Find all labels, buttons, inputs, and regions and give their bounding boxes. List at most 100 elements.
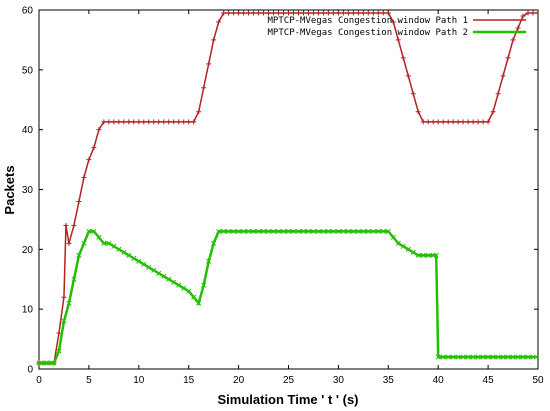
data-point-marker: [480, 354, 486, 360]
data-point-marker: [211, 240, 217, 246]
data-point-marker: [350, 10, 356, 16]
data-point-marker: [355, 10, 361, 16]
data-point-marker: [375, 10, 381, 16]
data-point-marker: [111, 119, 117, 125]
data-point-marker: [505, 354, 511, 360]
axis-ticks: 0 5 10 15 20 25 30 35 40 45 50 0 10 20 30 40 50 60: [22, 6, 544, 387]
plot-frame: [38, 9, 539, 370]
series-line-path-1: [39, 12, 538, 364]
data-point-marker: [216, 228, 222, 234]
x-tick-label: 10: [133, 375, 145, 386]
data-point-marker: [345, 10, 351, 16]
x-tick-label: 15: [183, 375, 195, 386]
y-tick-label: 50: [22, 65, 34, 76]
data-point-marker: [380, 228, 386, 234]
data-point-marker: [475, 119, 481, 125]
data-point-marker: [495, 354, 501, 360]
data-point-marker: [405, 246, 411, 252]
data-point-marker: [445, 354, 451, 360]
data-point-marker: [241, 10, 247, 16]
data-point-marker: [455, 119, 461, 125]
data-point-marker: [525, 10, 531, 16]
data-point-marker: [265, 228, 272, 234]
data-point-marker: [475, 354, 481, 360]
legend-label-path-1: MPTCP-MVegas Congestion window Path 1: [268, 16, 468, 26]
data-point-marker: [510, 354, 516, 360]
data-point-marker: [465, 119, 471, 125]
x-tick-label: 25: [283, 375, 295, 386]
data-point-marker: [335, 228, 341, 234]
data-point-marker: [450, 354, 456, 360]
data-point-marker: [460, 119, 466, 125]
data-point-marker: [410, 249, 416, 255]
data-point-marker: [251, 228, 257, 234]
data-point-marker: [445, 119, 451, 125]
data-point-marker: [375, 228, 381, 234]
data-point-marker: [221, 10, 227, 16]
data-point-marker: [226, 10, 232, 16]
data-point-marker: [66, 300, 72, 306]
data-point-marker: [136, 119, 142, 125]
data-point-marker: [530, 10, 536, 16]
data-point-marker: [345, 228, 351, 234]
data-point-marker: [485, 119, 491, 125]
data-point-marker: [56, 348, 62, 354]
x-axis-title: Simulation Time ' t ' (s): [217, 392, 358, 407]
data-point-marker: [435, 354, 441, 360]
data-point-marker: [246, 10, 252, 16]
y-tick-label: 40: [22, 125, 34, 136]
data-point-marker: [271, 10, 277, 16]
data-point-marker: [216, 19, 222, 25]
data-point-marker: [505, 55, 511, 61]
data-point-marker: [86, 228, 92, 234]
data-point-marker: [131, 255, 137, 261]
data-point-marker: [176, 119, 182, 125]
data-point-marker: [400, 55, 406, 61]
data-point-marker: [305, 228, 312, 234]
data-point-marker: [266, 10, 272, 16]
data-point-marker: [415, 252, 421, 258]
data-point-marker: [490, 354, 496, 360]
data-point-marker: [410, 91, 416, 97]
data-point-marker: [136, 258, 142, 264]
data-point-marker: [206, 258, 212, 264]
data-point-marker: [41, 360, 47, 366]
data-point-marker: [330, 228, 336, 234]
y-tick-label: 60: [22, 6, 34, 17]
data-point-marker: [186, 119, 192, 125]
data-point-marker: [455, 354, 461, 360]
data-point-marker: [530, 354, 536, 360]
data-point-marker: [231, 228, 237, 234]
data-point-marker: [295, 10, 301, 16]
y-tick-label: 20: [22, 245, 34, 256]
data-point-marker: [96, 234, 102, 240]
data-point-marker: [171, 279, 177, 285]
data-point-marker: [340, 10, 346, 16]
data-point-marker: [166, 276, 172, 282]
data-point-marker: [275, 228, 282, 234]
data-point-marker: [36, 360, 42, 366]
data-point-marker: [450, 119, 456, 125]
data-point-marker: [191, 294, 197, 300]
data-point-marker: [71, 276, 77, 282]
data-point-marker: [131, 119, 137, 125]
data-point-marker: [186, 288, 192, 294]
data-point-marker: [76, 252, 82, 258]
x-tick-label: 30: [333, 375, 345, 386]
data-point-marker: [121, 249, 127, 255]
data-point-marker: [181, 119, 187, 125]
data-point-marker: [390, 19, 396, 25]
data-point-marker: [520, 354, 526, 360]
data-point-marker: [251, 10, 257, 16]
data-point-marker: [320, 10, 326, 16]
x-tick-label: 0: [36, 375, 42, 386]
data-point-marker: [285, 228, 292, 234]
data-point-marker: [440, 354, 446, 360]
data-point-marker: [515, 25, 521, 31]
data-point-marker: [116, 246, 122, 252]
data-point-marker: [260, 228, 267, 234]
data-point-marker: [500, 354, 506, 360]
data-point-marker: [360, 10, 366, 16]
data-point-marker: [385, 10, 391, 16]
series-layer: [36, 10, 538, 366]
